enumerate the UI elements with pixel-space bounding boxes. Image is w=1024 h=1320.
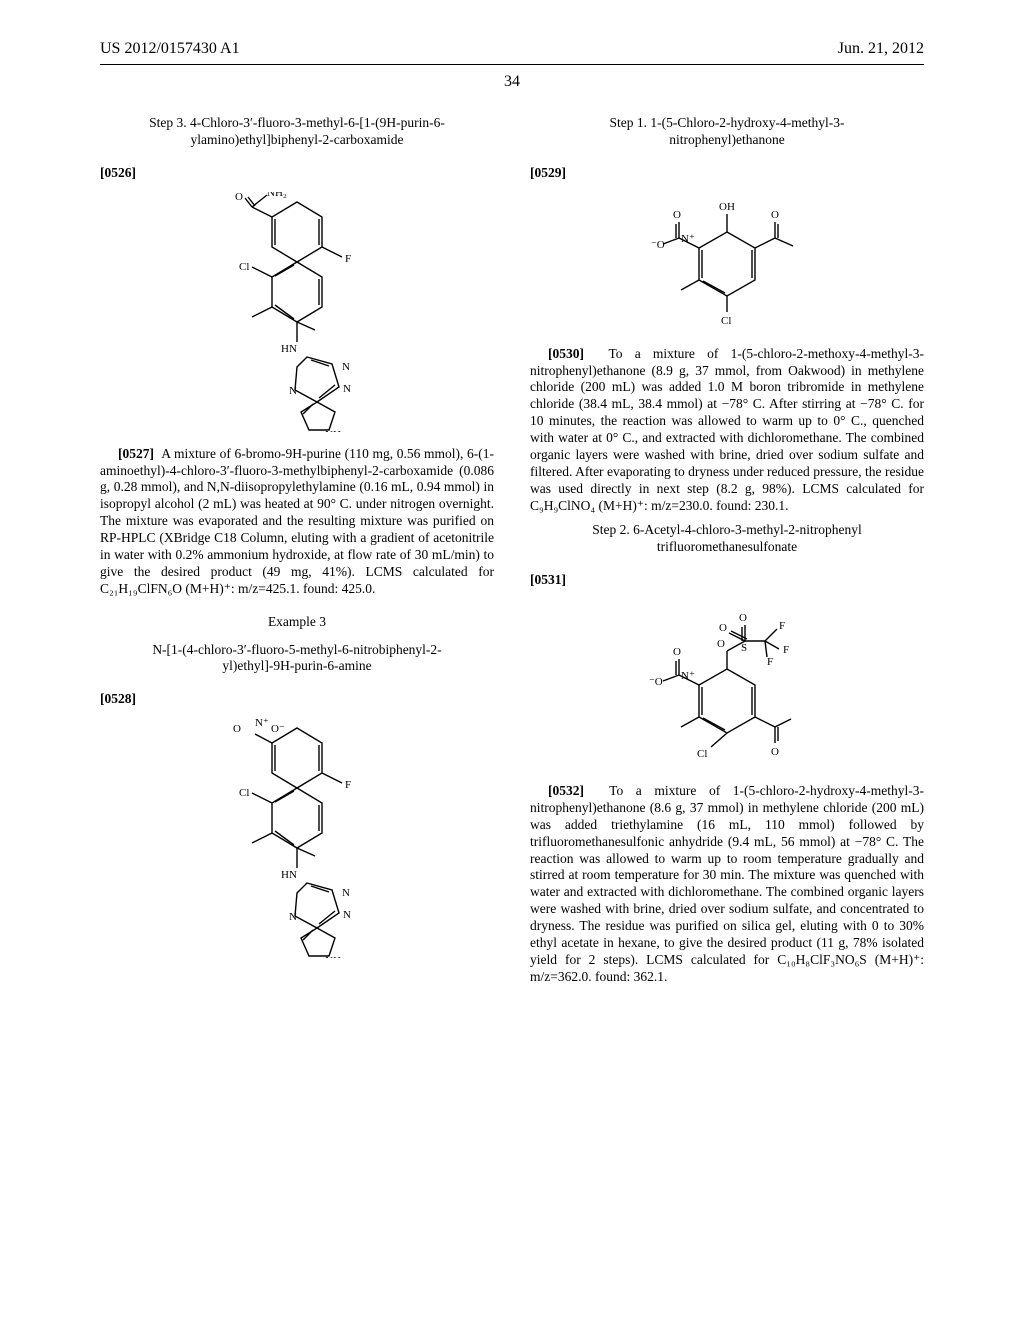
para-526: [0526] — [100, 165, 494, 182]
svg-text:O: O — [719, 622, 727, 634]
two-column-layout: Step 3. 4-Chloro-3′-fluoro-3-methyl-6-[1… — [0, 109, 1024, 994]
svg-text:Cl: Cl — [239, 261, 249, 273]
example3-label: Example 3 — [100, 614, 494, 630]
svg-text:O: O — [771, 746, 779, 758]
svg-text:Cl: Cl — [239, 787, 249, 799]
para-527-num: [0527] — [118, 446, 154, 461]
svg-text:O: O — [673, 209, 681, 221]
para-532-num: [0532] — [548, 783, 584, 798]
chem-structure-step2: ⁻O O N⁺ O O O S F F F O Cl — [530, 599, 924, 769]
para-532-body: To a mixture of 1-(5-chloro-2-hydroxy-4-… — [530, 783, 924, 984]
example3-title: N-[1-(4-chloro-3′-fluoro-5-methyl-6-nitr… — [124, 642, 470, 676]
svg-text:N: N — [342, 361, 350, 373]
molecule-svg-4: ⁻O O N⁺ O O O S F F F O Cl — [617, 599, 837, 769]
header-rule — [100, 64, 924, 65]
svg-text:N⁺: N⁺ — [681, 233, 695, 245]
para-528-num: [0528] — [100, 691, 136, 706]
svg-text:F: F — [345, 253, 351, 265]
svg-text:S: S — [741, 642, 747, 654]
para-531-num: [0531] — [530, 572, 566, 587]
patent-date: Jun. 21, 2012 — [838, 40, 924, 58]
para-526-num: [0526] — [100, 165, 136, 180]
molecule-svg-2: O N⁺ O⁻ F Cl HN N N N NH — [197, 718, 397, 958]
svg-text:⁻O: ⁻O — [649, 676, 663, 688]
para-527-body: A mixture of 6-bromo-9H-purine (110 mg, … — [100, 446, 494, 596]
svg-text:F: F — [779, 620, 785, 632]
patent-number: US 2012/0157430 A1 — [100, 40, 240, 58]
para-531: [0531] — [530, 572, 924, 589]
svg-text:NH₂: NH₂ — [267, 192, 287, 199]
patent-header: US 2012/0157430 A1 Jun. 21, 2012 — [0, 0, 1024, 64]
para-528: [0528] — [100, 691, 494, 708]
para-530: [0530] To a mixture of 1-(5-chloro-2-met… — [530, 346, 924, 515]
chem-structure-step3: O NH₂ F Cl HN N N N NH — [100, 192, 494, 432]
right-column: Step 1. 1-(5-Chloro-2-hydroxy-4-methyl-3… — [530, 109, 924, 994]
svg-text:O⁻: O⁻ — [271, 723, 285, 735]
svg-text:N: N — [343, 909, 351, 921]
molecule-svg-1: O NH₂ F Cl HN N N N NH — [197, 192, 397, 432]
svg-text:HN: HN — [281, 343, 297, 355]
svg-text:F: F — [345, 779, 351, 791]
svg-text:O: O — [673, 646, 681, 658]
para-529: [0529] — [530, 165, 924, 182]
svg-text:Cl: Cl — [697, 748, 707, 760]
svg-text:N: N — [342, 887, 350, 899]
chem-structure-step1: O ⁻O N⁺ OH O Cl — [530, 192, 924, 332]
molecule-svg-3: O ⁻O N⁺ OH O Cl — [627, 192, 827, 332]
step2-heading: Step 2. 6-Acetyl-4-chloro-3-methyl-2-nit… — [554, 522, 900, 556]
svg-text:F: F — [783, 644, 789, 656]
svg-text:⁻O: ⁻O — [651, 239, 665, 251]
svg-text:N: N — [343, 383, 351, 395]
svg-text:Cl: Cl — [721, 315, 731, 327]
svg-text:NH: NH — [325, 429, 341, 432]
svg-text:N: N — [289, 911, 297, 923]
svg-text:O: O — [771, 209, 779, 221]
page-number: 34 — [0, 73, 1024, 91]
para-530-body: To a mixture of 1-(5-chloro-2-methoxy-4-… — [530, 346, 924, 513]
step3-heading: Step 3. 4-Chloro-3′-fluoro-3-methyl-6-[1… — [124, 115, 470, 149]
para-532: [0532] To a mixture of 1-(5-chloro-2-hyd… — [530, 783, 924, 986]
svg-text:O: O — [233, 723, 241, 735]
svg-text:O: O — [739, 612, 747, 624]
svg-text:N⁺: N⁺ — [681, 670, 695, 682]
svg-text:HN: HN — [281, 869, 297, 881]
chem-structure-example3: O N⁺ O⁻ F Cl HN N N N NH — [100, 718, 494, 958]
para-529-num: [0529] — [530, 165, 566, 180]
svg-text:N: N — [289, 385, 297, 397]
svg-text:OH: OH — [719, 201, 735, 213]
para-527: [0527] A mixture of 6-bromo-9H-purine (1… — [100, 446, 494, 598]
svg-text:F: F — [767, 656, 773, 668]
svg-text:N⁺: N⁺ — [255, 718, 269, 729]
para-530-num: [0530] — [548, 346, 584, 361]
svg-text:O: O — [235, 192, 243, 203]
step1-heading: Step 1. 1-(5-Chloro-2-hydroxy-4-methyl-3… — [554, 115, 900, 149]
svg-text:NH: NH — [325, 955, 341, 958]
svg-text:O: O — [717, 638, 725, 650]
left-column: Step 3. 4-Chloro-3′-fluoro-3-methyl-6-[1… — [100, 109, 494, 994]
